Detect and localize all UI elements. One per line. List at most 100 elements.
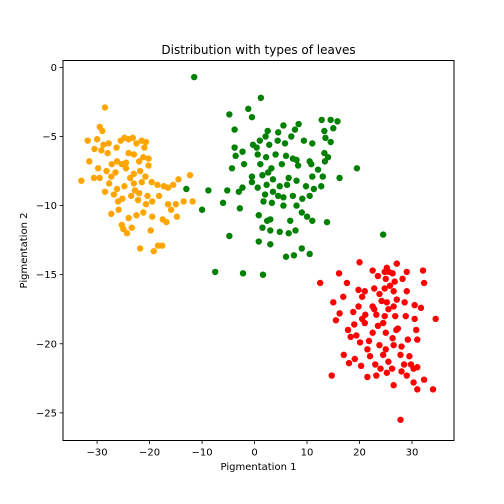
data-point	[272, 151, 279, 158]
data-point	[300, 137, 308, 144]
data-point	[365, 337, 373, 345]
data-point	[282, 152, 290, 160]
data-point	[255, 238, 262, 245]
data-point	[254, 151, 261, 158]
data-point	[231, 126, 238, 133]
data-point	[226, 232, 233, 240]
data-point	[259, 271, 267, 278]
data-point	[373, 311, 380, 318]
data-point	[321, 149, 328, 157]
data-point	[125, 214, 132, 222]
data-point	[103, 167, 110, 175]
data-point	[260, 198, 267, 205]
data-point	[390, 303, 397, 310]
data-point	[140, 209, 147, 216]
data-point	[371, 306, 378, 313]
data-point	[268, 199, 276, 207]
data-point	[170, 181, 177, 189]
data-point	[186, 171, 194, 179]
data-point	[350, 308, 357, 316]
data-point	[306, 192, 313, 200]
data-point	[262, 133, 269, 140]
data-point	[309, 173, 316, 180]
data-point	[140, 154, 147, 161]
data-point	[281, 140, 289, 147]
data-point	[173, 213, 181, 220]
data-point	[420, 376, 428, 383]
data-point	[285, 230, 292, 237]
data-point	[98, 147, 105, 154]
data-point	[336, 310, 343, 317]
data-point	[100, 141, 107, 148]
data-point	[432, 315, 439, 323]
data-point	[113, 144, 120, 151]
data-point	[276, 183, 283, 190]
data-point	[383, 299, 391, 306]
data-point	[414, 364, 421, 371]
data-point	[390, 341, 397, 349]
data-point	[420, 279, 428, 287]
data-point	[293, 202, 300, 209]
x-tick-label: −30	[87, 448, 108, 459]
data-point	[118, 160, 125, 168]
data-point	[379, 351, 387, 359]
data-point	[205, 187, 212, 194]
data-point	[402, 312, 409, 320]
data-point	[128, 224, 135, 231]
data-point	[86, 158, 93, 165]
data-point	[226, 111, 233, 118]
data-point	[398, 368, 405, 375]
data-point	[245, 105, 252, 113]
data-point	[160, 183, 167, 190]
data-point	[298, 245, 305, 252]
y-tick-label: −15	[36, 270, 57, 281]
data-point	[147, 227, 154, 234]
data-point	[130, 151, 138, 158]
data-point	[265, 169, 272, 176]
data-point	[321, 158, 329, 165]
data-point	[330, 299, 337, 306]
y-tick-label: −25	[36, 408, 57, 419]
x-axis-label: Pigmentation 1	[221, 462, 297, 473]
data-point	[390, 288, 397, 295]
data-point	[413, 326, 420, 334]
x-tick-label: 30	[406, 448, 419, 459]
data-point	[189, 198, 196, 205]
data-point	[357, 362, 365, 370]
data-point	[372, 361, 379, 368]
data-point	[294, 162, 302, 169]
data-point	[128, 192, 135, 200]
data-point	[155, 192, 163, 200]
data-point	[314, 166, 322, 173]
data-point	[84, 137, 91, 144]
data-point	[392, 312, 399, 320]
data-point	[94, 165, 102, 172]
data-point	[263, 181, 270, 189]
data-point	[108, 173, 115, 180]
data-point	[378, 297, 385, 305]
y-tick-label: 0	[51, 63, 57, 74]
data-point	[355, 286, 362, 294]
data-point	[388, 365, 396, 372]
y-tick-label: −10	[36, 201, 57, 212]
data-point	[290, 252, 298, 259]
data-point	[327, 138, 334, 146]
data-point	[316, 279, 324, 287]
data-point	[383, 369, 391, 376]
data-point	[389, 335, 396, 342]
data-point	[236, 205, 244, 212]
data-point	[309, 140, 316, 147]
chart-title: Distribution with types of leaves	[161, 43, 355, 57]
data-point	[269, 176, 277, 183]
data-point	[253, 144, 260, 151]
data-point	[269, 188, 277, 195]
data-point	[293, 177, 300, 184]
data-point	[356, 339, 364, 346]
data-point	[108, 160, 116, 168]
data-point	[280, 194, 287, 201]
data-point	[283, 181, 291, 189]
data-point	[267, 241, 274, 248]
data-point	[403, 288, 410, 295]
x-tick-label: −10	[192, 448, 213, 459]
data-point	[376, 290, 383, 298]
